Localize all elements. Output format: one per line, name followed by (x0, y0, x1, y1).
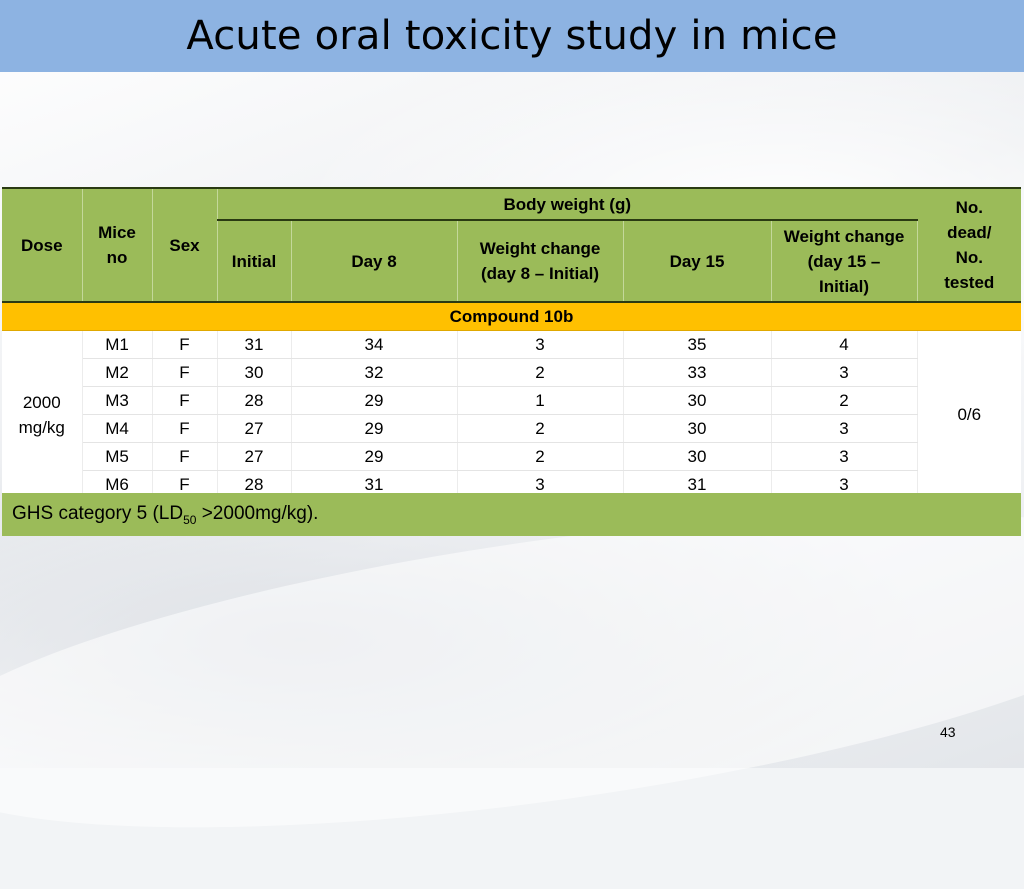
day-15-weight: 30 (623, 414, 772, 443)
mouse-sex: F (152, 330, 218, 359)
header-mice-no: Mice no (82, 187, 153, 303)
day-8-weight: 34 (291, 330, 458, 359)
initial-weight: 30 (217, 358, 292, 387)
day-8-weight: 29 (291, 414, 458, 443)
initial-weight: 27 (217, 442, 292, 471)
header-day-15: Day 15 (623, 220, 772, 303)
weight-change-day-8: 2 (457, 414, 624, 443)
ghs-suffix: >2000mg/kg). (196, 502, 319, 524)
ghs-prefix: GHS category 5 (LD (12, 502, 184, 524)
toxicity-table: Dose Mice no Sex Body weight (g) No. dea… (2, 187, 1022, 500)
dead-tested-value: 0/6 (917, 330, 1022, 500)
day-15-weight: 35 (623, 330, 772, 359)
mouse-id: M2 (82, 358, 153, 387)
mouse-sex: F (152, 386, 218, 415)
initial-weight: 27 (217, 414, 292, 443)
day-15-weight: 30 (623, 442, 772, 471)
table-row: M2 F 30 32 2 33 3 (2, 358, 1021, 387)
mouse-sex: F (152, 442, 218, 471)
table-row: M3 F 28 29 1 30 2 (2, 386, 1021, 415)
dose-value-label: 2000 mg/kg (18, 392, 65, 437)
day-8-weight: 29 (291, 442, 458, 471)
weight-change-day-8: 3 (457, 330, 624, 359)
header-weight-change-day-8: Weight change (day 8 – Initial) (457, 220, 624, 303)
day-15-weight: 30 (623, 386, 772, 415)
header-weight-change-day-15-label: Weight change (day 15 – Initial) (783, 226, 905, 296)
weight-change-day-15: 3 (771, 414, 918, 443)
ghs-subscript: 50 (183, 512, 197, 527)
title-bar: Acute oral toxicity study in mice (0, 0, 1024, 72)
weight-change-day-15: 4 (771, 330, 918, 359)
table-row: 2000 mg/kg M1 F 31 34 3 35 4 0/6 (2, 330, 1022, 500)
weight-change-day-15: 3 (771, 442, 918, 471)
weight-change-day-8: 2 (457, 358, 624, 387)
ghs-category-note: GHS category 5 (LD50 >2000mg/kg). (2, 493, 1021, 536)
header-day-8: Day 8 (291, 220, 458, 303)
header-no-dead: No. dead/ No. tested (917, 187, 1022, 303)
slide-title: Acute oral toxicity study in mice (186, 13, 838, 59)
mouse-id: M3 (82, 386, 153, 415)
page-number: 43 (940, 724, 956, 740)
initial-weight: 28 (217, 386, 292, 415)
mouse-sex: F (152, 414, 218, 443)
mouse-sex: F (152, 358, 218, 387)
day-15-weight: 33 (623, 358, 772, 387)
dose-value: 2000 mg/kg (2, 330, 83, 500)
header-dose: Dose (2, 187, 83, 303)
day-8-weight: 32 (291, 358, 458, 387)
compound-label: Compound 10b (2, 302, 1022, 331)
header-weight-change-day-15: Weight change (day 15 – Initial) (771, 220, 918, 303)
table-row: M4 F 27 29 2 30 3 (2, 414, 1021, 443)
mouse-id: M4 (82, 414, 153, 443)
weight-change-day-15: 2 (771, 386, 918, 415)
header-mice-no-label: Mice no (98, 223, 136, 267)
header-sex: Sex (152, 187, 218, 303)
header-weight-change-day-8-label: Weight change (day 8 – Initial) (479, 239, 601, 283)
table-row: M5 F 27 29 2 30 3 (2, 442, 1021, 471)
weight-change-day-8: 1 (457, 386, 624, 415)
initial-weight: 31 (217, 330, 292, 359)
ghs-category-text: GHS category 5 (LD50 >2000mg/kg). (2, 503, 318, 527)
day-8-weight: 29 (291, 386, 458, 415)
mouse-id: M1 (82, 330, 153, 359)
weight-change-day-15: 3 (771, 358, 918, 387)
header-no-dead-label: No. dead/ No. tested (944, 198, 995, 292)
header-initial: Initial (217, 220, 292, 303)
weight-change-day-8: 2 (457, 442, 624, 471)
mouse-id: M5 (82, 442, 153, 471)
header-body-weight: Body weight (g) (217, 187, 918, 221)
